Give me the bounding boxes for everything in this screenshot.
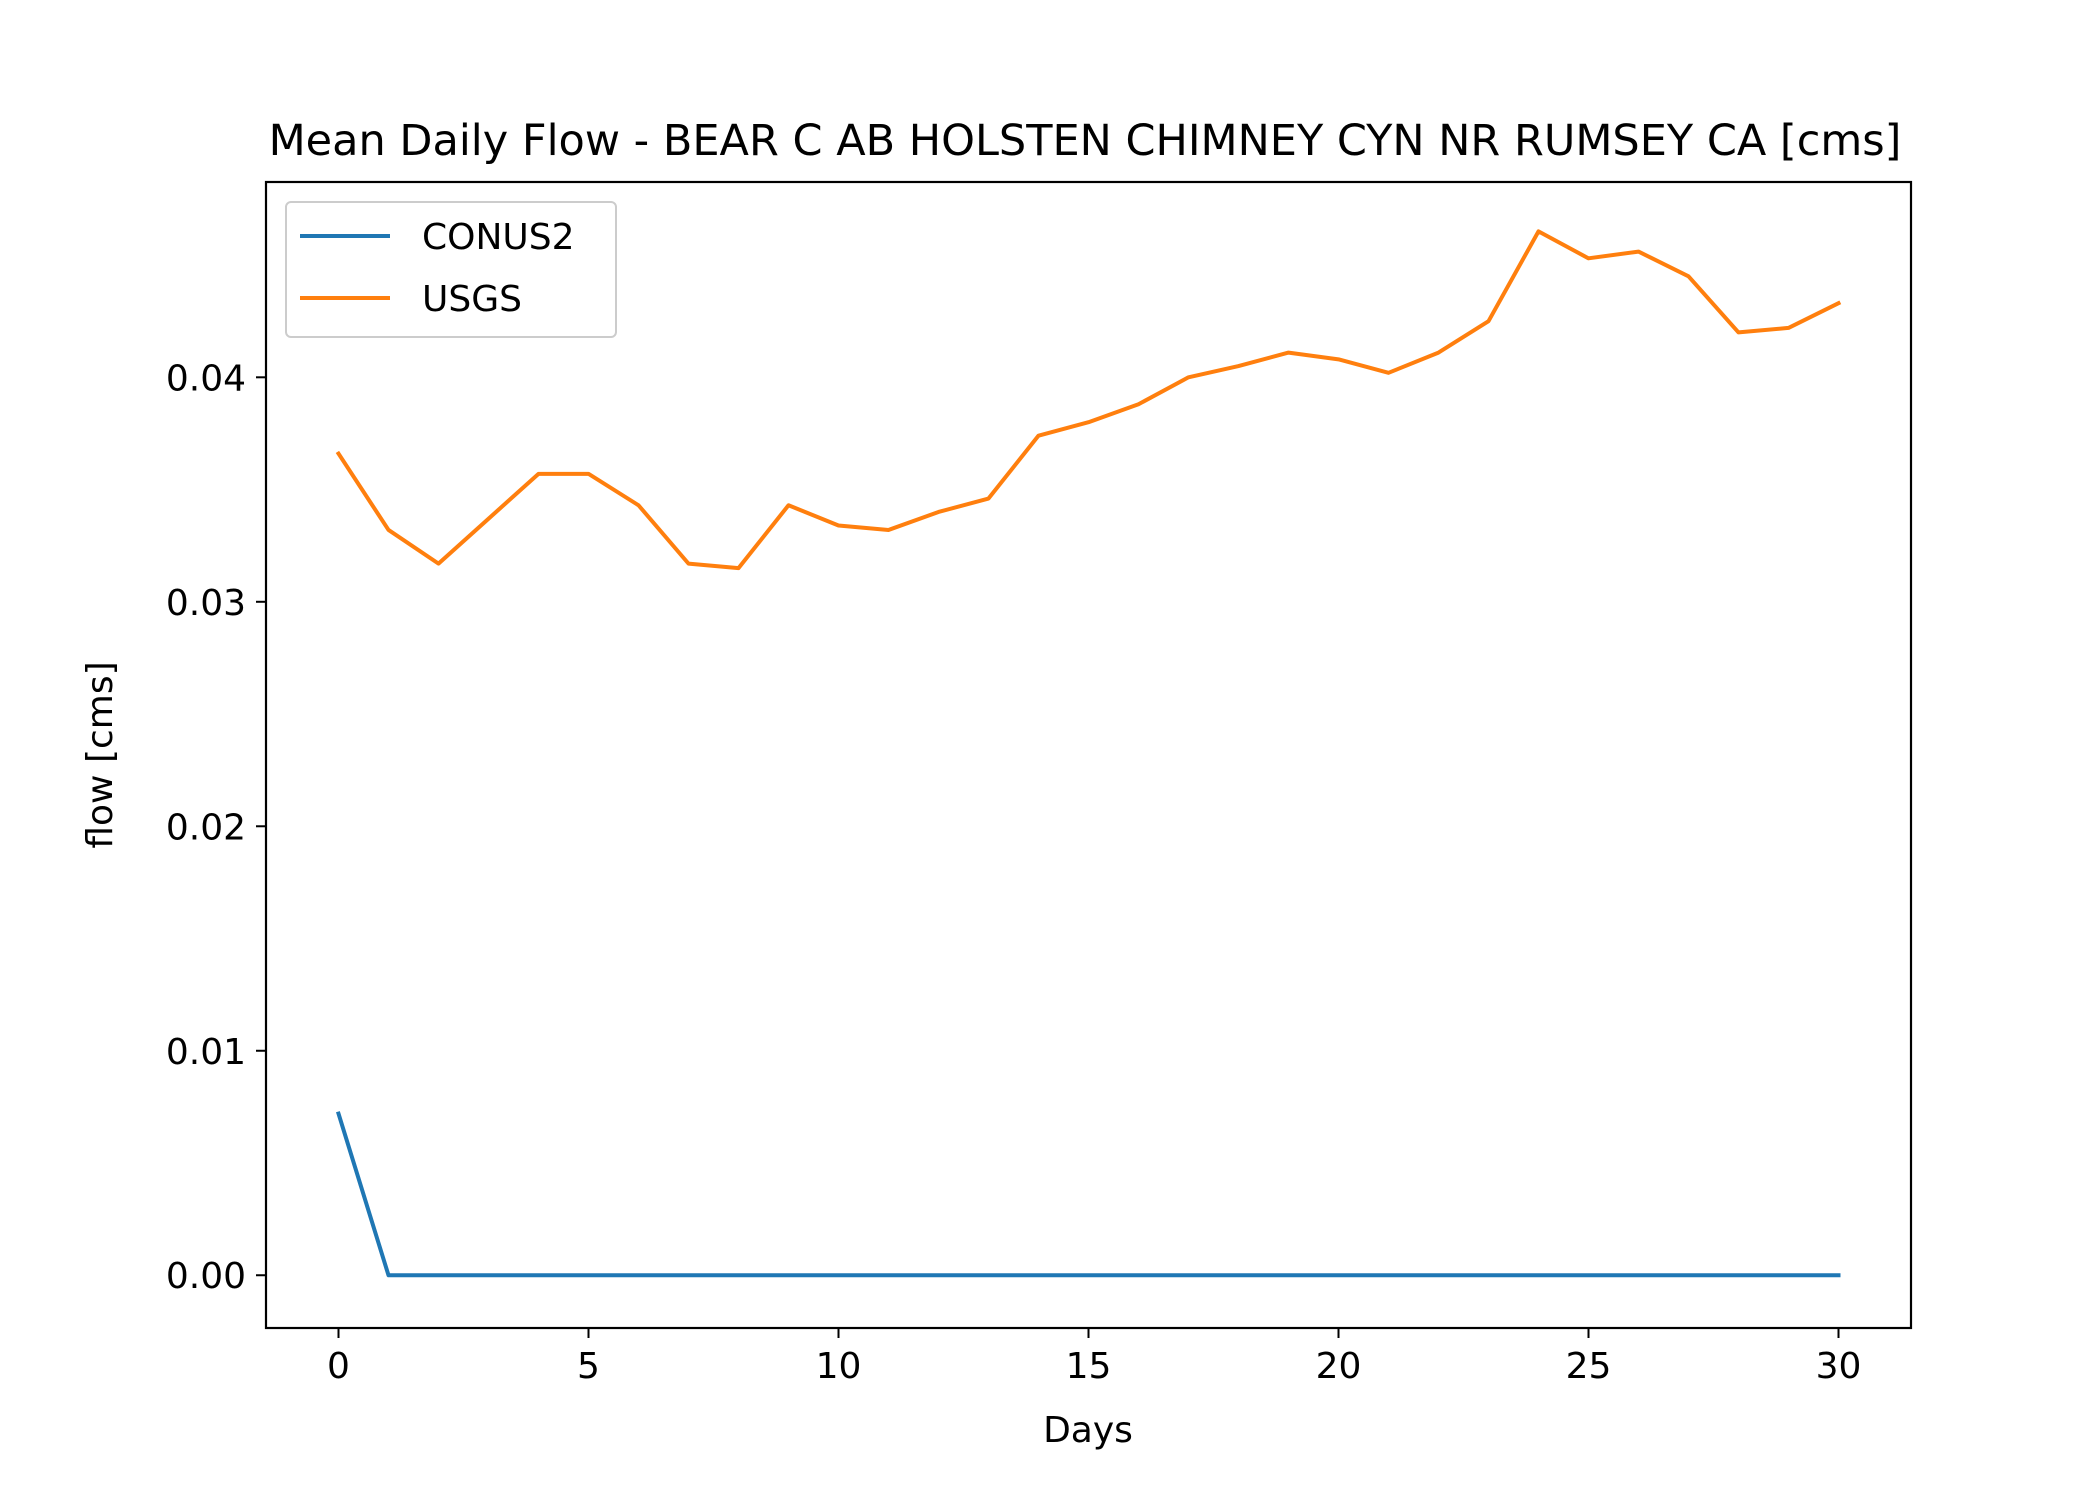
x-tick-label: 0 [327,1346,350,1387]
plot-frame [264,180,1913,1330]
x-tick-label: 30 [1816,1346,1862,1387]
series-lines [335,229,1842,1278]
series-line-conus2 [335,1111,1841,1278]
y-axis-label: flow [cms] [80,661,121,848]
legend-label-usgs: USGS [422,279,522,320]
x-axis-label: Days [1043,1410,1133,1451]
x-tick-label: 15 [1066,1346,1112,1387]
y-tick-label: 0.04 [166,358,246,399]
axes: 0 5 10 15 20 25 30 0.00 0.01 0.02 0.03 0.04 [166,358,1862,1387]
y-tick-label: 0.00 [166,1256,246,1297]
chart-title: Mean Daily Flow - BEAR C AB HOLSTEN CHIM… [269,116,1902,166]
legend: CONUS2 USGS [285,201,617,338]
x-tick-label: 20 [1316,1346,1362,1387]
x-tick-label: 10 [816,1346,862,1387]
y-tick-label: 0.01 [166,1032,246,1073]
x-tick-label: 25 [1566,1346,1612,1387]
y-tick-label: 0.02 [166,807,246,848]
y-tick-label: 0.03 [166,583,246,624]
series-line-usgs [335,229,1842,571]
x-tick-label: 5 [577,1346,600,1387]
legend-label-conus2: CONUS2 [422,217,575,258]
